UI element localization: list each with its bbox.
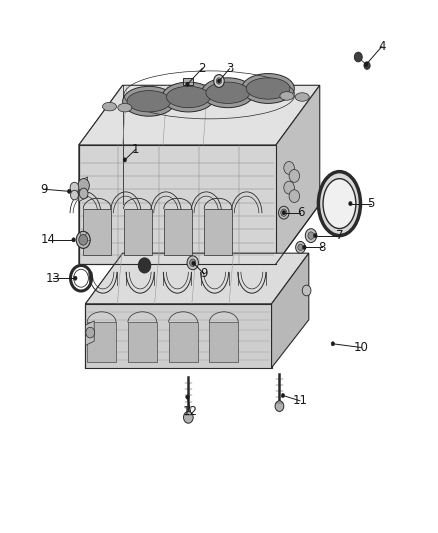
Circle shape	[331, 342, 335, 346]
Text: 12: 12	[183, 405, 198, 418]
Ellipse shape	[323, 179, 356, 229]
Circle shape	[289, 169, 300, 182]
Polygon shape	[85, 253, 123, 368]
Text: 11: 11	[293, 394, 307, 407]
Polygon shape	[87, 322, 116, 362]
Polygon shape	[79, 177, 88, 201]
FancyBboxPatch shape	[183, 78, 193, 85]
Circle shape	[296, 241, 305, 253]
Circle shape	[123, 158, 127, 162]
Circle shape	[78, 179, 89, 192]
Circle shape	[67, 189, 71, 193]
Circle shape	[187, 256, 198, 270]
Circle shape	[72, 238, 75, 242]
Text: 9: 9	[200, 267, 208, 280]
Polygon shape	[124, 209, 152, 255]
Ellipse shape	[127, 91, 171, 112]
Polygon shape	[85, 321, 94, 345]
Polygon shape	[204, 209, 232, 255]
Polygon shape	[83, 209, 111, 255]
Polygon shape	[128, 322, 157, 362]
Circle shape	[76, 231, 90, 248]
Ellipse shape	[162, 82, 215, 112]
Circle shape	[190, 259, 196, 266]
Circle shape	[79, 235, 88, 245]
Circle shape	[281, 209, 287, 216]
Circle shape	[71, 190, 78, 200]
Circle shape	[186, 82, 189, 86]
Text: 4: 4	[378, 40, 386, 53]
Circle shape	[298, 244, 303, 251]
Circle shape	[192, 261, 195, 265]
Circle shape	[184, 411, 193, 423]
Circle shape	[349, 201, 352, 206]
Ellipse shape	[280, 92, 294, 100]
Circle shape	[284, 181, 294, 194]
Polygon shape	[79, 85, 320, 145]
Circle shape	[364, 62, 368, 67]
Circle shape	[74, 276, 77, 280]
Ellipse shape	[295, 93, 309, 101]
Polygon shape	[209, 322, 238, 362]
Circle shape	[86, 327, 95, 338]
Ellipse shape	[102, 102, 117, 111]
Ellipse shape	[318, 172, 360, 236]
Circle shape	[279, 206, 289, 219]
Circle shape	[289, 190, 300, 203]
Text: 6: 6	[297, 206, 304, 219]
Polygon shape	[79, 85, 123, 264]
Text: 2: 2	[198, 62, 206, 75]
Text: 13: 13	[46, 272, 61, 285]
Ellipse shape	[118, 103, 132, 112]
Circle shape	[364, 62, 370, 69]
Text: 9: 9	[40, 183, 48, 196]
Circle shape	[217, 79, 221, 83]
Circle shape	[302, 285, 311, 296]
Circle shape	[214, 75, 224, 87]
Circle shape	[275, 401, 284, 411]
Circle shape	[305, 229, 317, 243]
Circle shape	[70, 182, 79, 193]
Text: 14: 14	[41, 233, 56, 246]
Polygon shape	[79, 145, 276, 264]
Circle shape	[282, 211, 286, 215]
Circle shape	[284, 161, 294, 174]
Text: 10: 10	[354, 341, 369, 354]
Ellipse shape	[206, 82, 250, 103]
Circle shape	[281, 393, 285, 398]
Ellipse shape	[166, 86, 210, 108]
Text: 7: 7	[336, 229, 343, 242]
Text: 5: 5	[367, 197, 374, 210]
Circle shape	[186, 395, 189, 399]
Polygon shape	[85, 253, 309, 304]
Circle shape	[354, 52, 362, 62]
Polygon shape	[85, 304, 272, 368]
Ellipse shape	[246, 78, 290, 99]
Circle shape	[308, 232, 314, 239]
Text: 1: 1	[132, 143, 140, 156]
Polygon shape	[164, 209, 192, 255]
Circle shape	[138, 258, 151, 273]
Polygon shape	[169, 322, 198, 362]
Circle shape	[79, 188, 88, 199]
Text: 3: 3	[226, 62, 233, 75]
Circle shape	[314, 233, 317, 238]
Ellipse shape	[123, 86, 175, 116]
Ellipse shape	[242, 74, 294, 103]
Text: 8: 8	[318, 241, 325, 254]
Polygon shape	[276, 85, 320, 264]
Circle shape	[303, 245, 306, 249]
Ellipse shape	[201, 78, 254, 108]
Polygon shape	[272, 253, 309, 368]
